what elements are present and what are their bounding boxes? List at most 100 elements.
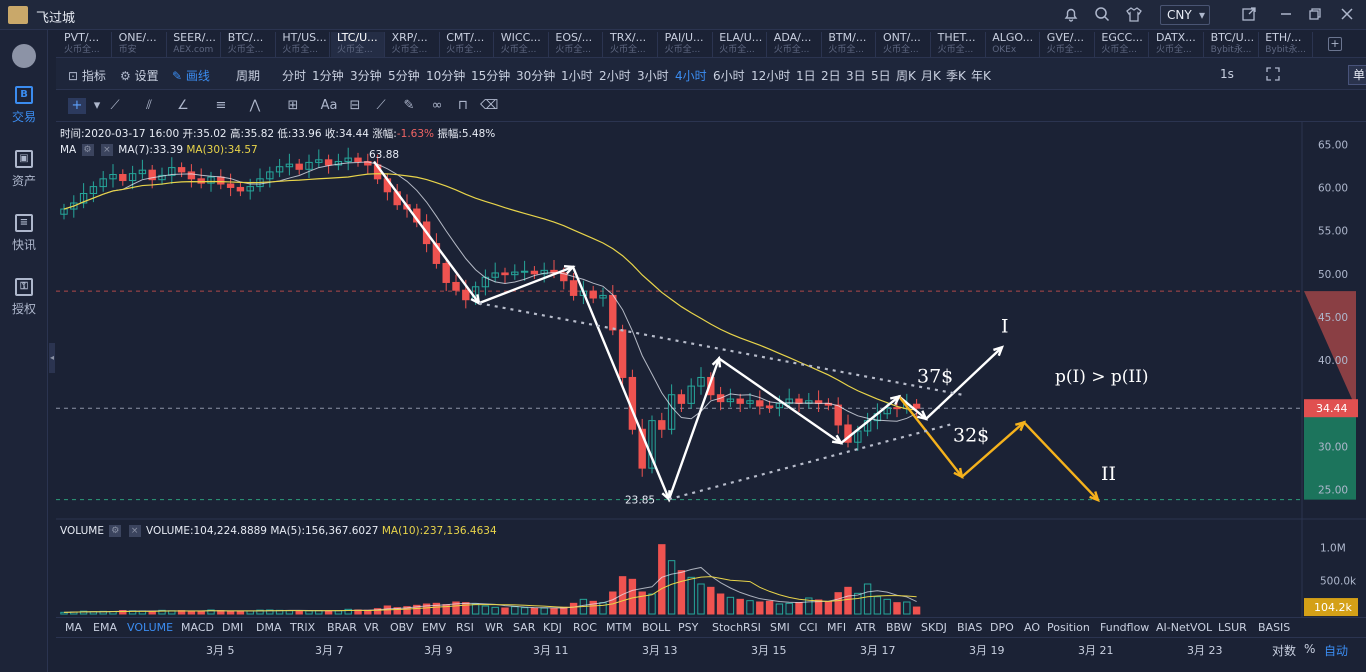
period-option[interactable]: 6小时 bbox=[713, 69, 745, 83]
tab-symbol[interactable]: XRP/... 火币全... bbox=[386, 32, 440, 57]
indicator-option[interactable]: StochRSI bbox=[712, 621, 761, 634]
tab-symbol[interactable]: BTM/... 火币全... bbox=[822, 32, 877, 57]
fullscreen-icon[interactable] bbox=[1266, 67, 1280, 84]
tab-symbol[interactable]: ONE/... 币安 bbox=[113, 32, 167, 57]
indicator-option[interactable]: ROC bbox=[573, 621, 597, 634]
refresh-interval[interactable]: 1s bbox=[1220, 67, 1234, 81]
sidebar-item-asset[interactable]: ▣ 资产 bbox=[0, 150, 48, 206]
settings-button[interactable]: ⚙ 设置 bbox=[120, 69, 159, 83]
settings-icon[interactable]: ⚙ bbox=[109, 525, 122, 537]
indicator-option[interactable]: Position bbox=[1047, 621, 1090, 634]
period-option[interactable]: 季K bbox=[946, 69, 966, 83]
trend-line-icon[interactable]: ⟋ bbox=[110, 98, 120, 113]
indicator-option[interactable]: VR bbox=[364, 621, 380, 634]
parallel-lines-icon[interactable]: ⫽ bbox=[146, 98, 152, 113]
indicator-option[interactable]: RSI bbox=[456, 621, 474, 634]
indicator-option[interactable]: LSUR bbox=[1218, 621, 1247, 634]
indicator-option[interactable]: SMI bbox=[770, 621, 790, 634]
period-option[interactable]: 1分钟 bbox=[312, 69, 344, 83]
sidebar-item-auth[interactable]: ⚿ 授权 bbox=[0, 278, 48, 334]
period-option[interactable]: 3小时 bbox=[637, 69, 669, 83]
shirt-icon[interactable] bbox=[1125, 6, 1143, 24]
period-option[interactable]: 分时 bbox=[282, 69, 307, 83]
sidebar-item-trade[interactable]: B 交易 bbox=[0, 86, 48, 142]
indicator-option[interactable]: PSY bbox=[678, 621, 699, 634]
tab-symbol[interactable]: THET... 火币全... bbox=[932, 32, 986, 57]
currency-select[interactable]: CNY bbox=[1160, 5, 1210, 25]
settings-icon[interactable]: ⚙ bbox=[81, 144, 94, 156]
restore-icon[interactable] bbox=[1306, 6, 1324, 24]
tab-symbol[interactable]: SEER/... AEX.com bbox=[167, 32, 222, 57]
period-option[interactable]: 2日 bbox=[821, 69, 841, 83]
chart-area[interactable]: 65.0060.0055.0050.0045.0040.0035.0030.00… bbox=[56, 122, 1366, 617]
percent-scale-toggle[interactable]: % bbox=[1304, 642, 1316, 656]
indicator-option[interactable]: OBV bbox=[390, 621, 414, 634]
indicator-option[interactable]: MTM bbox=[606, 621, 632, 634]
ruler-icon[interactable]: ⟋ bbox=[376, 98, 386, 113]
indicator-option[interactable]: CCI bbox=[799, 621, 818, 634]
sidebar-item-news[interactable]: ≡ 快讯 bbox=[0, 214, 48, 270]
indicators-button[interactable]: ⊡ 指标 bbox=[68, 69, 106, 83]
horizontal-lines-icon[interactable]: ≡ bbox=[215, 98, 227, 113]
tab-symbol[interactable]: ONT/... 火币全... bbox=[877, 32, 931, 57]
indicator-option[interactable]: Fundflow bbox=[1100, 621, 1150, 634]
minimize-icon[interactable] bbox=[1277, 6, 1295, 24]
period-option[interactable]: 5分钟 bbox=[388, 69, 420, 83]
brush-icon[interactable]: ✎ bbox=[403, 98, 415, 113]
tab-symbol[interactable]: CMT/... 火币全... bbox=[440, 32, 495, 57]
add-tab-icon[interactable]: + bbox=[1328, 37, 1342, 51]
close-icon[interactable] bbox=[1338, 6, 1356, 24]
trash-icon[interactable]: ⌫ bbox=[480, 98, 499, 113]
log-scale-toggle[interactable]: 对数 bbox=[1272, 644, 1297, 658]
indicator-option[interactable]: DMA bbox=[256, 621, 282, 634]
period-option[interactable]: 10分钟 bbox=[426, 69, 466, 83]
search-icon[interactable] bbox=[1093, 6, 1111, 24]
period-option[interactable]: 12小时 bbox=[751, 69, 791, 83]
period-option[interactable]: 4小时 bbox=[675, 69, 707, 83]
indicator-option[interactable]: BBW bbox=[886, 621, 912, 634]
period-option[interactable]: 周K bbox=[896, 69, 916, 83]
close-icon[interactable]: × bbox=[128, 525, 141, 537]
tab-symbol[interactable]: BTC/U... Bybit永... bbox=[1205, 32, 1259, 57]
measure-box-icon[interactable]: ⊞ bbox=[287, 98, 299, 113]
lock-icon[interactable]: ⊓ bbox=[457, 98, 469, 113]
tab-symbol[interactable]: PVT/... 火币全... bbox=[58, 32, 112, 57]
period-option[interactable]: 30分钟 bbox=[516, 69, 556, 83]
indicator-option[interactable]: BRAR bbox=[327, 621, 357, 634]
indicator-option[interactable]: DPO bbox=[990, 621, 1014, 634]
chevron-down-icon[interactable]: ▾ bbox=[93, 98, 101, 113]
indicator-option[interactable]: EMA bbox=[93, 621, 117, 634]
period-option[interactable]: 1日 bbox=[796, 69, 816, 83]
tab-symbol[interactable]: ADA/... 火币全... bbox=[768, 32, 822, 57]
indicator-option[interactable]: VOLUME bbox=[127, 621, 174, 634]
window-mode-select[interactable]: 单窗口 ▾ bbox=[1348, 65, 1366, 85]
draw-button[interactable]: ✎ 画线 bbox=[172, 69, 210, 83]
period-option[interactable]: 5日 bbox=[871, 69, 891, 83]
period-option[interactable]: 15分钟 bbox=[471, 69, 511, 83]
indicator-option[interactable]: MFI bbox=[827, 621, 847, 634]
tab-symbol[interactable]: EGCC... 火币全... bbox=[1095, 32, 1150, 57]
indicator-option[interactable]: SKDJ bbox=[921, 621, 947, 634]
tab-symbol[interactable]: WICC... 火币全... bbox=[495, 32, 549, 57]
price-chart[interactable]: 65.0060.0055.0050.0045.0040.0035.0030.00… bbox=[56, 122, 1366, 617]
tab-symbol[interactable]: ALGO... OKEx bbox=[986, 32, 1041, 57]
external-window-icon[interactable] bbox=[1240, 6, 1258, 24]
indicator-option[interactable]: AO bbox=[1024, 621, 1040, 634]
wave-icon[interactable]: ⋀ bbox=[249, 98, 261, 113]
tab-symbol[interactable]: EOS/... 火币全... bbox=[549, 32, 604, 57]
indicator-option[interactable]: WR bbox=[485, 621, 504, 634]
tab-symbol[interactable]: ETH/... Bybit永... bbox=[1259, 32, 1314, 57]
indicator-option[interactable]: AI-NetVOL bbox=[1156, 621, 1213, 634]
tab-symbol[interactable]: PAI/U... 火币全... bbox=[659, 32, 713, 57]
period-option[interactable]: 3日 bbox=[846, 69, 866, 83]
text-tool-icon[interactable]: Aa bbox=[320, 98, 338, 113]
auto-scale-toggle[interactable]: 自动 bbox=[1324, 644, 1349, 658]
indicator-option[interactable]: KDJ bbox=[543, 621, 562, 634]
indicator-option[interactable]: MACD bbox=[181, 621, 214, 634]
tab-symbol[interactable]: HT/US... 火币全... bbox=[276, 32, 331, 57]
close-icon[interactable]: × bbox=[100, 144, 113, 156]
tab-symbol[interactable]: LTC/U... 火币全... bbox=[331, 32, 385, 57]
tab-symbol[interactable]: GVE/... 火币全... bbox=[1041, 32, 1095, 57]
bell-icon[interactable] bbox=[1062, 6, 1080, 24]
tab-symbol[interactable]: DATX... 火币全... bbox=[1150, 32, 1204, 57]
